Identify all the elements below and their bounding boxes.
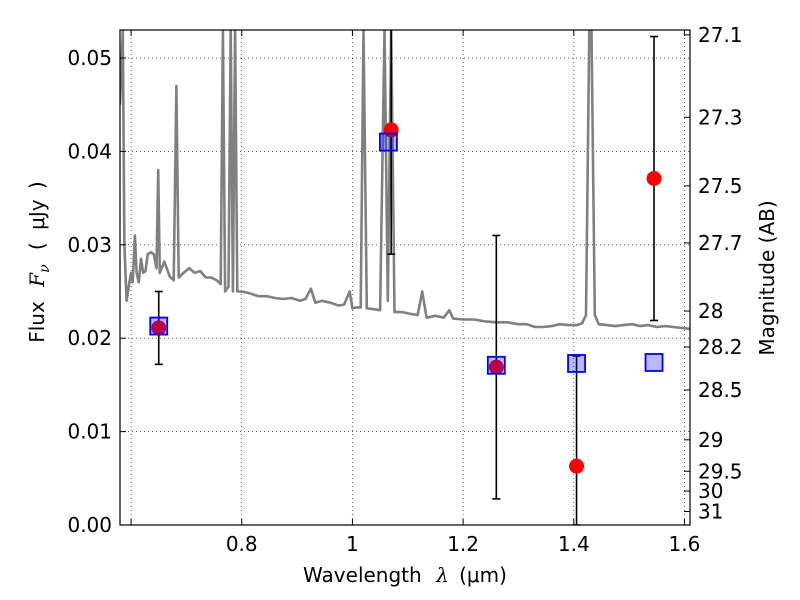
- plot-frame: [119, 29, 691, 526]
- y-tick-label: 0.00: [67, 513, 112, 537]
- y-axis-unit-close: ): [25, 181, 49, 189]
- x-axis-label-prefix: Wavelength: [303, 563, 422, 587]
- y2-tick-label: 28: [698, 299, 723, 323]
- y2-tick-label: 27.5: [698, 174, 743, 198]
- observed-point: [569, 458, 585, 474]
- y-tick-label: 0.05: [67, 46, 112, 70]
- model-point: [486, 355, 506, 375]
- x-axis-symbol: λ: [435, 563, 449, 587]
- x-tick-label: 1.4: [558, 532, 590, 556]
- y2-tick-label: 31: [698, 500, 723, 524]
- observed-points: [151, 122, 662, 474]
- model-point: [149, 316, 169, 336]
- spectrum-layer: [120, 30, 690, 331]
- y2-tick-label: 29: [698, 428, 723, 452]
- y-axis-symbol: F: [25, 272, 49, 288]
- x-axis-unit: μm: [467, 563, 499, 587]
- y-axis-label: Flux Fν ( μJy ): [25, 181, 54, 343]
- y2-tick-label: 28.2: [698, 335, 743, 359]
- observed-point: [151, 320, 167, 336]
- spectrum-line: [120, 30, 690, 331]
- y2-tick-label: 27.3: [698, 105, 743, 129]
- y-tick-label: 0.01: [67, 420, 112, 444]
- y2-axis-label: Magnitude (AB): [755, 200, 779, 355]
- y2-tick-label: 27.1: [698, 23, 743, 47]
- observed-point: [488, 359, 504, 375]
- x-tick-label: 1.2: [447, 532, 479, 556]
- y-axis-unit-open: (: [25, 242, 49, 250]
- x-axis-unit-open: (: [459, 563, 467, 587]
- axis-ticks: 0.8 1 1.2 1.4 1.6 0.00 0.01 0.02 0.03 0.04 0.05 27.…: [67, 23, 742, 556]
- y-tick-label: 0.03: [67, 233, 112, 257]
- x-tick-label: 1.6: [669, 532, 701, 556]
- model-point: [644, 353, 664, 372]
- x-tick-label: 1: [346, 532, 359, 556]
- model-point: [567, 354, 586, 373]
- y-axis-unit: μJy: [25, 199, 49, 230]
- model-points: [149, 132, 664, 375]
- y-axis-subscript: ν: [37, 264, 53, 273]
- x-axis-label: Wavelength λ (μm): [303, 563, 507, 587]
- y2-tick-label: 29.5: [698, 459, 743, 483]
- y-axis-label-prefix: Flux: [25, 301, 49, 343]
- y-tick-label: 0.02: [67, 326, 112, 350]
- y2-tick-label: 28.5: [698, 378, 743, 402]
- observed-point: [646, 171, 662, 186]
- y2-tick-label: 30: [698, 479, 723, 503]
- y-tick-label: 0.04: [67, 139, 112, 163]
- x-axis-unit-close: ): [499, 563, 507, 587]
- y2-tick-label: 27.7: [698, 231, 743, 255]
- x-tick-label: 0.8: [226, 532, 258, 556]
- model-point: [378, 132, 398, 152]
